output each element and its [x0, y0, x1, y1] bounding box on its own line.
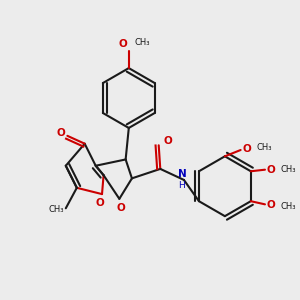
- Text: O: O: [119, 39, 128, 49]
- Text: H: H: [178, 181, 185, 190]
- Text: O: O: [164, 136, 172, 146]
- Text: N: N: [178, 169, 187, 179]
- Text: O: O: [242, 144, 251, 154]
- Text: O: O: [266, 165, 275, 175]
- Text: O: O: [116, 202, 125, 213]
- Text: O: O: [57, 128, 65, 138]
- Text: CH₃: CH₃: [281, 165, 296, 174]
- Text: O: O: [95, 198, 104, 208]
- Text: O: O: [266, 200, 275, 210]
- Text: CH₃: CH₃: [281, 202, 296, 211]
- Text: CH₃: CH₃: [134, 38, 150, 47]
- Text: CH₃: CH₃: [49, 206, 64, 214]
- Text: CH₃: CH₃: [256, 143, 272, 152]
